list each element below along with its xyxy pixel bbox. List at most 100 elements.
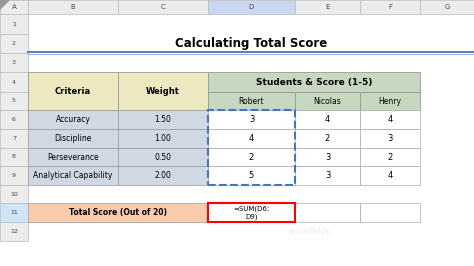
Bar [208,0,295,14]
Bar [0,166,28,185]
Text: 10: 10 [10,192,18,197]
Text: 3: 3 [12,60,16,65]
Text: 7: 7 [12,136,16,141]
Text: 5: 5 [249,171,254,180]
Text: 1.00: 1.00 [155,134,172,143]
Text: =SUM(D6:
D9): =SUM(D6: D9) [233,206,270,219]
Bar [28,148,118,166]
Bar [118,148,208,166]
Bar [28,166,118,185]
Bar [208,203,295,222]
Bar [28,203,208,222]
Text: 6: 6 [12,117,16,122]
Bar [420,0,474,14]
Text: 2: 2 [12,41,16,46]
Text: Criteria: Criteria [55,86,91,95]
Bar [208,72,420,92]
Bar [0,34,28,53]
Text: Total Score (Out of 20): Total Score (Out of 20) [69,208,167,217]
Bar [118,72,208,110]
Text: D: D [249,4,254,10]
Text: 8: 8 [12,155,16,160]
Text: 3: 3 [249,115,254,124]
Bar [295,166,360,185]
Bar [208,148,295,166]
Text: 11: 11 [10,210,18,215]
Text: Robert: Robert [239,97,264,106]
Text: 12: 12 [10,229,18,234]
Bar [0,92,28,110]
Bar [360,110,420,129]
Bar [0,110,28,129]
Text: 4: 4 [387,115,392,124]
Text: Discipline: Discipline [55,134,91,143]
Bar [208,203,295,222]
Text: 0.50: 0.50 [155,152,172,161]
Text: 3: 3 [325,171,330,180]
Text: 4: 4 [387,171,392,180]
Bar [118,110,208,129]
Text: 2: 2 [325,134,330,143]
Text: 4: 4 [249,134,254,143]
Bar [360,129,420,148]
Text: Henry: Henry [379,97,401,106]
Bar [118,166,208,185]
Bar [0,185,28,203]
Polygon shape [0,0,10,10]
Text: C: C [161,4,165,10]
Bar [0,0,28,14]
Text: 3: 3 [387,134,392,143]
Text: Students & Score (1-5): Students & Score (1-5) [256,77,372,86]
Text: Perseverance: Perseverance [47,152,99,161]
Text: Calculating Total Score: Calculating Total Score [175,37,327,50]
Bar [295,110,360,129]
Bar [0,203,28,222]
Text: 2.00: 2.00 [155,171,172,180]
Bar [118,129,208,148]
Text: F: F [388,4,392,10]
Bar [0,148,28,166]
Bar [208,129,295,148]
Bar [0,222,28,241]
Text: B: B [71,4,75,10]
Bar [0,0,28,14]
Bar [360,203,420,222]
Bar [360,92,420,110]
Bar [28,110,118,129]
Bar [0,14,28,34]
Bar [0,129,28,148]
Text: 4: 4 [12,80,16,85]
Bar [0,72,28,92]
Bar [360,166,420,185]
Bar [360,0,420,14]
Text: A: A [12,4,17,10]
Bar [295,92,360,110]
Bar [28,72,118,110]
Text: 9: 9 [12,173,16,178]
Text: Nicolas: Nicolas [314,97,341,106]
Bar [208,166,295,185]
Text: 2: 2 [249,152,254,161]
Text: G: G [444,4,450,10]
Bar [295,148,360,166]
Text: 4: 4 [325,115,330,124]
Text: Weight: Weight [146,86,180,95]
Text: Analytical Capability: Analytical Capability [33,171,113,180]
Bar [295,0,360,14]
Bar [208,110,295,185]
Text: 2: 2 [387,152,392,161]
Text: 1.50: 1.50 [155,115,172,124]
Bar [118,0,208,14]
Bar [295,203,360,222]
Bar [208,110,295,129]
Text: Accuracy: Accuracy [55,115,91,124]
Text: E: E [325,4,330,10]
Bar [28,0,118,14]
Bar [208,92,295,110]
Bar [28,129,118,148]
Bar [295,129,360,148]
Text: 3: 3 [325,152,330,161]
Text: excelbility: excelbility [289,227,331,235]
Text: 1: 1 [12,22,16,27]
Bar [360,148,420,166]
